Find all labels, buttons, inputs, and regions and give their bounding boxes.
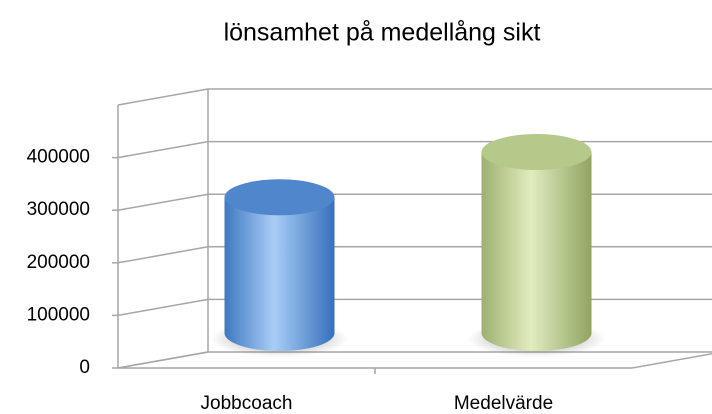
grid-line <box>117 351 712 369</box>
y-tick-label: 100000 <box>27 304 90 325</box>
y-tick-label: 400000 <box>27 147 90 168</box>
grid-line <box>117 193 712 211</box>
bar <box>481 152 592 351</box>
bar-top <box>224 179 335 216</box>
chart-title: lönsamhet på medellång sikt <box>224 19 541 47</box>
x-tick-label: Jobbcoach <box>201 393 293 414</box>
y-tick-label: 300000 <box>27 199 90 220</box>
x-tick-label: Medelvärde <box>454 393 553 414</box>
top-frame <box>117 88 712 106</box>
bar <box>224 197 335 351</box>
y-tick-label: 0 <box>79 357 90 378</box>
wall-frame <box>118 353 712 369</box>
grid-line <box>117 298 712 317</box>
y-tick-label: 200000 <box>27 252 90 273</box>
grid-line <box>117 140 712 159</box>
bar-top <box>481 134 592 171</box>
grid-line <box>117 246 712 264</box>
